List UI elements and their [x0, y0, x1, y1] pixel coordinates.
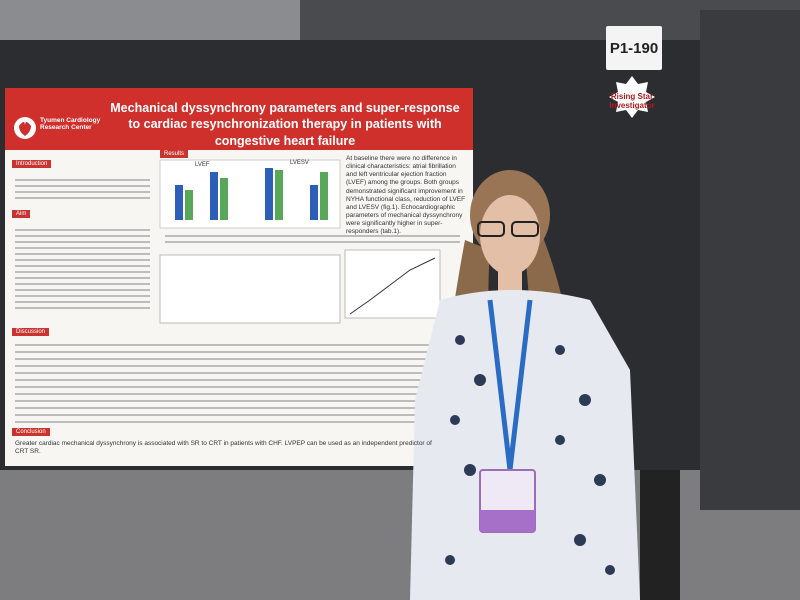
jacket-pattern: [445, 335, 615, 575]
figure-bar: [185, 190, 193, 220]
section-heading: Introduction: [12, 160, 52, 168]
figure-label: LVEF: [195, 162, 210, 168]
name-badge-strip: [480, 510, 535, 532]
poster-table: [159, 254, 341, 324]
ceiling-light: [0, 0, 300, 40]
poster-title: Mechanical dyssynchrony parameters and s…: [110, 101, 460, 148]
badge: Rising Star Investigator: [609, 92, 655, 110]
figure-label: LVESV: [290, 160, 309, 166]
face: [480, 195, 540, 275]
poster-header: [5, 88, 473, 150]
section-heading: Aim: [12, 210, 31, 218]
badge-shape: [609, 76, 655, 118]
figure-bar: [210, 172, 218, 220]
glasses: [477, 221, 505, 237]
section-heading: Conclusion: [12, 428, 50, 436]
logo-text: Tyumen Cardiology Research Center: [40, 117, 101, 132]
figure-bar: [310, 185, 318, 220]
board-leg: [640, 470, 680, 600]
figure-bar: [175, 185, 183, 220]
figure-bar: [220, 178, 228, 220]
roc-curve: [349, 257, 436, 315]
board-label: P1-190: [606, 26, 662, 70]
section-heading: Results: [160, 150, 189, 158]
figure-bar: [320, 172, 328, 220]
neighbor-board: [700, 10, 800, 510]
section-heading: Discussion: [12, 328, 50, 336]
lanyard: [487, 299, 533, 471]
glasses: [511, 221, 539, 237]
logo-heart: [19, 122, 31, 136]
results-text: At baseline there were no difference in …: [346, 155, 466, 236]
figure-bar: [265, 168, 273, 220]
figure-bar: [275, 170, 283, 220]
poster-text-lines: [15, 179, 460, 423]
jacket: [410, 290, 640, 600]
conclusion-text: Greater cardiac mechanical dyssynchrony …: [15, 440, 432, 456]
